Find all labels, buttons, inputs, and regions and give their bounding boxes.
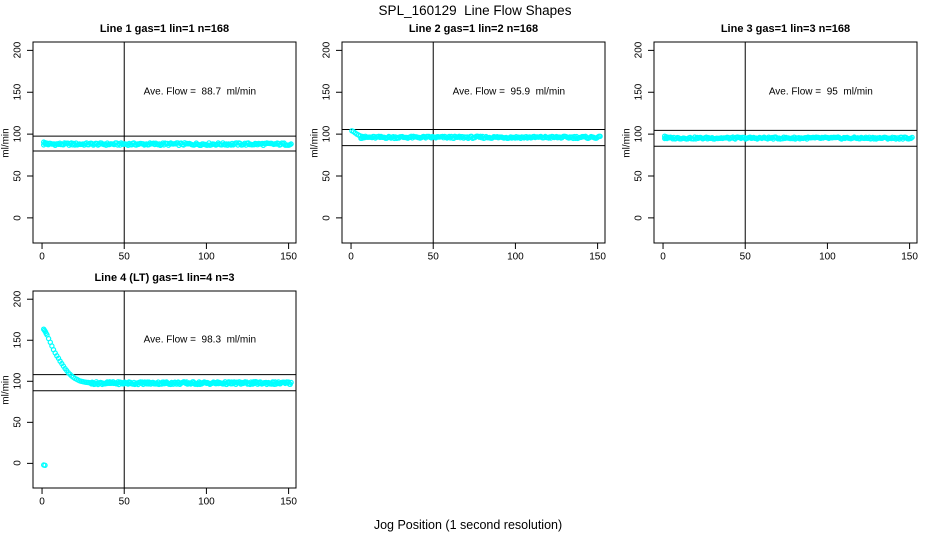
figure-title: SPL_160129 Line Flow Shapes — [378, 3, 572, 18]
x-tick-label: 100 — [198, 496, 215, 508]
y-tick-label: 150 — [633, 83, 645, 101]
x-tick-label: 50 — [739, 251, 751, 263]
x-tick-label: 50 — [118, 251, 130, 263]
panel-3-points — [662, 133, 915, 142]
plot-box — [341, 41, 606, 244]
x-tick-label: 0 — [39, 251, 45, 263]
x-tick-label: 50 — [427, 251, 439, 263]
y-axis-label: ml/min — [309, 127, 321, 158]
y-tick-label: 150 — [12, 331, 24, 349]
ave-flow-annotation: Ave. Flow = 95 ml/min — [768, 86, 873, 98]
x-tick-label: 50 — [118, 496, 130, 508]
y-tick-label: 150 — [12, 83, 24, 101]
y-tick-label: 0 — [12, 460, 24, 467]
x-tick-label: 150 — [589, 251, 606, 263]
y-axis-label: ml/min — [0, 374, 12, 405]
y-tick-label: 100 — [633, 125, 645, 143]
y-tick-label: 200 — [12, 42, 24, 59]
y-tick-label: 100 — [12, 372, 24, 390]
panel-1-points — [41, 139, 294, 148]
y-tick-label: 200 — [633, 42, 645, 59]
y-tick-label: 200 — [321, 42, 333, 59]
x-tick-label: 100 — [819, 251, 836, 263]
y-tick-label: 200 — [12, 290, 24, 308]
panel-title: Line 4 (LT) gas=1 lin=4 n=3 — [94, 272, 235, 284]
panel-4-points — [41, 326, 294, 468]
y-axis-label: ml/min — [0, 127, 12, 158]
y-tick-label: 0 — [12, 215, 24, 221]
y-tick-label: 150 — [321, 83, 333, 101]
plot-box — [653, 41, 918, 244]
panel-2-points — [349, 128, 603, 142]
y-tick-label: 100 — [12, 125, 24, 143]
x-tick-label: 0 — [348, 251, 354, 263]
ave-flow-annotation: Ave. Flow = 95.9 ml/min — [452, 86, 566, 98]
x-tick-label: 150 — [280, 251, 297, 263]
plot-box — [32, 290, 297, 489]
panel-title: Line 2 gas=1 lin=2 n=168 — [408, 23, 539, 35]
panel-4-graphics — [27, 290, 297, 494]
panel-2-graphics — [336, 41, 606, 249]
y-tick-label: 50 — [12, 170, 24, 182]
panel-3-graphics — [648, 41, 918, 249]
x-tick-label: 100 — [507, 251, 524, 263]
y-tick-label: 50 — [633, 170, 645, 182]
y-tick-label: 50 — [12, 416, 24, 428]
plot-box — [32, 41, 297, 244]
x-tick-label: 100 — [198, 251, 215, 263]
ave-flow-annotation: Ave. Flow = 98.3 ml/min — [143, 334, 257, 346]
y-tick-label: 100 — [321, 125, 333, 143]
x-axis-label: Jog Position (1 second resolution) — [373, 518, 563, 532]
x-tick-label: 0 — [660, 251, 666, 263]
y-tick-label: 50 — [321, 170, 333, 182]
x-tick-label: 0 — [39, 496, 45, 508]
x-tick-label: 150 — [280, 496, 297, 508]
x-tick-label: 150 — [901, 251, 918, 263]
y-tick-label: 0 — [321, 215, 333, 221]
panel-title: Line 1 gas=1 lin=1 n=168 — [99, 23, 230, 35]
ave-flow-annotation: Ave. Flow = 88.7 ml/min — [143, 86, 257, 98]
y-tick-label: 0 — [633, 215, 645, 221]
panel-title: Line 3 gas=1 lin=3 n=168 — [720, 23, 851, 35]
y-axis-label: ml/min — [621, 127, 633, 158]
